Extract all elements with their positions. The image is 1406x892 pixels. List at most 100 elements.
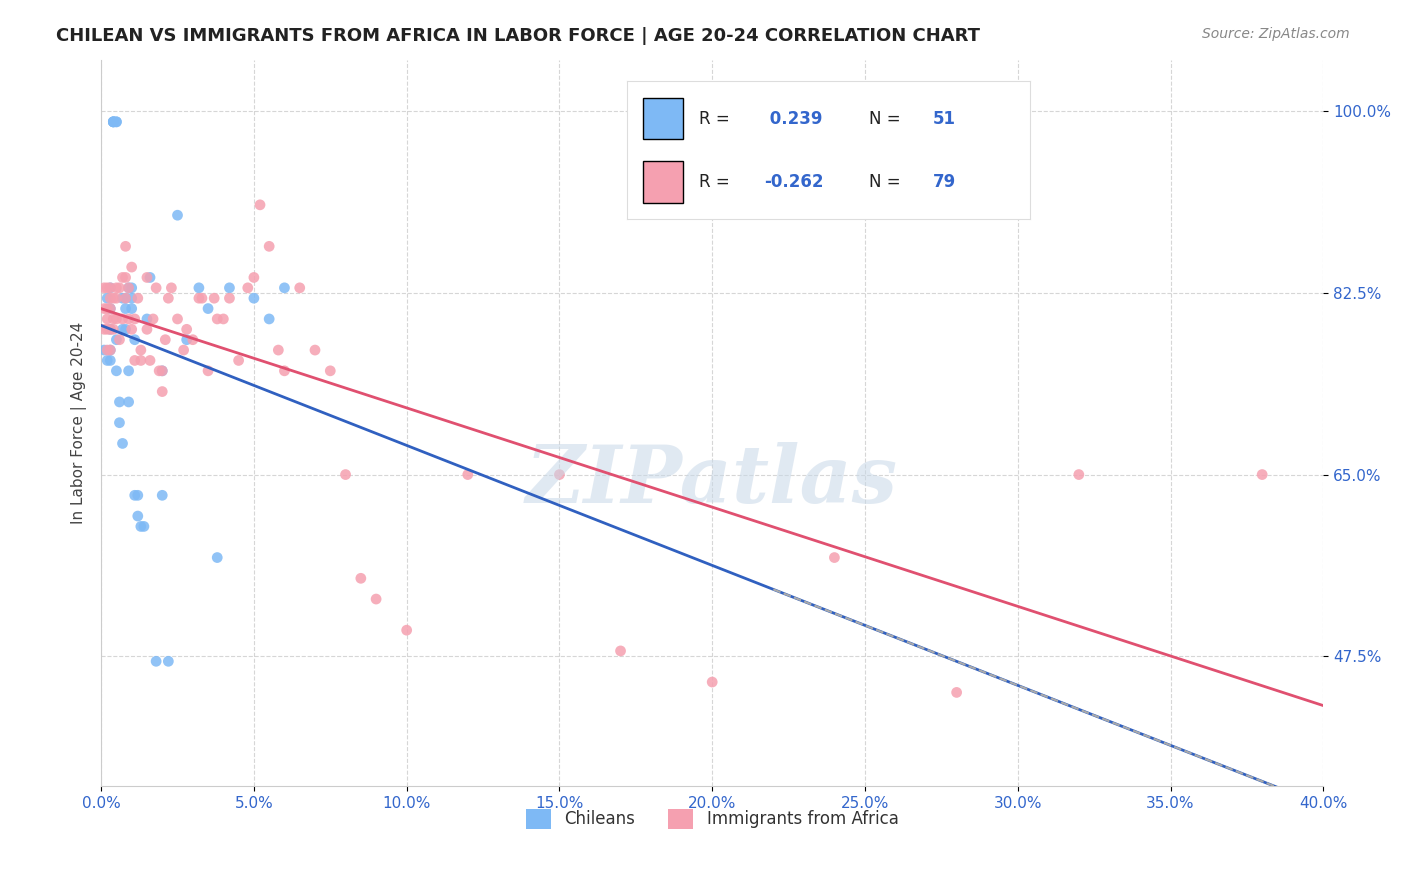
Point	[1251, 467, 1274, 482]
Point	[249, 198, 271, 212]
Point	[155, 333, 177, 347]
Point	[145, 281, 167, 295]
Point	[335, 467, 357, 482]
Point	[181, 333, 204, 347]
Point	[96, 353, 118, 368]
Point	[98, 281, 121, 295]
Point	[108, 333, 131, 347]
Point	[124, 312, 146, 326]
Point	[129, 353, 152, 368]
Point	[319, 364, 342, 378]
Point	[166, 312, 188, 326]
Point	[139, 270, 162, 285]
Point	[105, 333, 128, 347]
Point	[129, 343, 152, 357]
Point	[121, 291, 143, 305]
Point	[150, 488, 173, 502]
Point	[136, 312, 159, 326]
Point	[98, 343, 121, 357]
Point	[218, 291, 240, 305]
Point	[139, 353, 162, 368]
Point	[176, 322, 198, 336]
Point	[267, 343, 290, 357]
Point	[257, 312, 280, 326]
Point	[150, 364, 173, 378]
Point	[548, 467, 571, 482]
Point	[108, 416, 131, 430]
Point	[288, 281, 311, 295]
Point	[114, 270, 136, 285]
Point	[98, 301, 121, 316]
Point	[96, 312, 118, 326]
Point	[945, 685, 967, 699]
Point	[202, 291, 225, 305]
Legend: Chileans, Immigrants from Africa: Chileans, Immigrants from Africa	[519, 802, 905, 836]
Point	[114, 322, 136, 336]
Point	[136, 322, 159, 336]
Point	[160, 281, 183, 295]
Point	[150, 384, 173, 399]
Point	[124, 488, 146, 502]
Point	[236, 281, 259, 295]
Y-axis label: In Labor Force | Age 20-24: In Labor Force | Age 20-24	[72, 322, 87, 524]
Point	[98, 301, 121, 316]
Point	[457, 467, 479, 482]
Point	[121, 301, 143, 316]
Text: Source: ZipAtlas.com: Source: ZipAtlas.com	[1202, 27, 1350, 41]
Point	[93, 322, 115, 336]
Point	[93, 301, 115, 316]
Point	[142, 312, 165, 326]
Point	[93, 281, 115, 295]
Point	[98, 281, 121, 295]
Point	[105, 312, 128, 326]
Point	[111, 312, 134, 326]
Point	[98, 343, 121, 357]
Point	[111, 436, 134, 450]
Point	[157, 654, 180, 668]
Point	[121, 260, 143, 274]
Point	[197, 301, 219, 316]
Point	[114, 239, 136, 253]
Point	[98, 291, 121, 305]
Point	[117, 312, 139, 326]
Point	[105, 115, 128, 129]
Point	[173, 343, 195, 357]
Point	[117, 395, 139, 409]
Point	[96, 281, 118, 295]
Point	[103, 115, 125, 129]
Point	[609, 644, 631, 658]
Point	[98, 322, 121, 336]
Point	[117, 281, 139, 295]
Point	[218, 281, 240, 295]
Point	[207, 550, 229, 565]
Point	[111, 322, 134, 336]
Point	[187, 291, 209, 305]
Point	[150, 364, 173, 378]
Point	[187, 281, 209, 295]
Point	[105, 291, 128, 305]
Text: CHILEAN VS IMMIGRANTS FROM AFRICA IN LABOR FORCE | AGE 20-24 CORRELATION CHART: CHILEAN VS IMMIGRANTS FROM AFRICA IN LAB…	[56, 27, 980, 45]
Point	[129, 519, 152, 533]
Point	[136, 270, 159, 285]
Point	[228, 353, 250, 368]
Point	[103, 291, 125, 305]
Point	[114, 291, 136, 305]
Point	[124, 333, 146, 347]
Text: ZIPatlas: ZIPatlas	[526, 442, 898, 519]
Point	[121, 322, 143, 336]
Point	[96, 343, 118, 357]
Point	[273, 364, 295, 378]
Point	[103, 115, 125, 129]
Point	[243, 270, 266, 285]
Point	[114, 291, 136, 305]
Point	[304, 343, 326, 357]
Point	[212, 312, 235, 326]
Point	[273, 281, 295, 295]
Point	[157, 291, 180, 305]
Point	[1067, 467, 1090, 482]
Point	[197, 364, 219, 378]
Point	[105, 281, 128, 295]
Point	[96, 322, 118, 336]
Point	[127, 488, 149, 502]
Point	[127, 291, 149, 305]
